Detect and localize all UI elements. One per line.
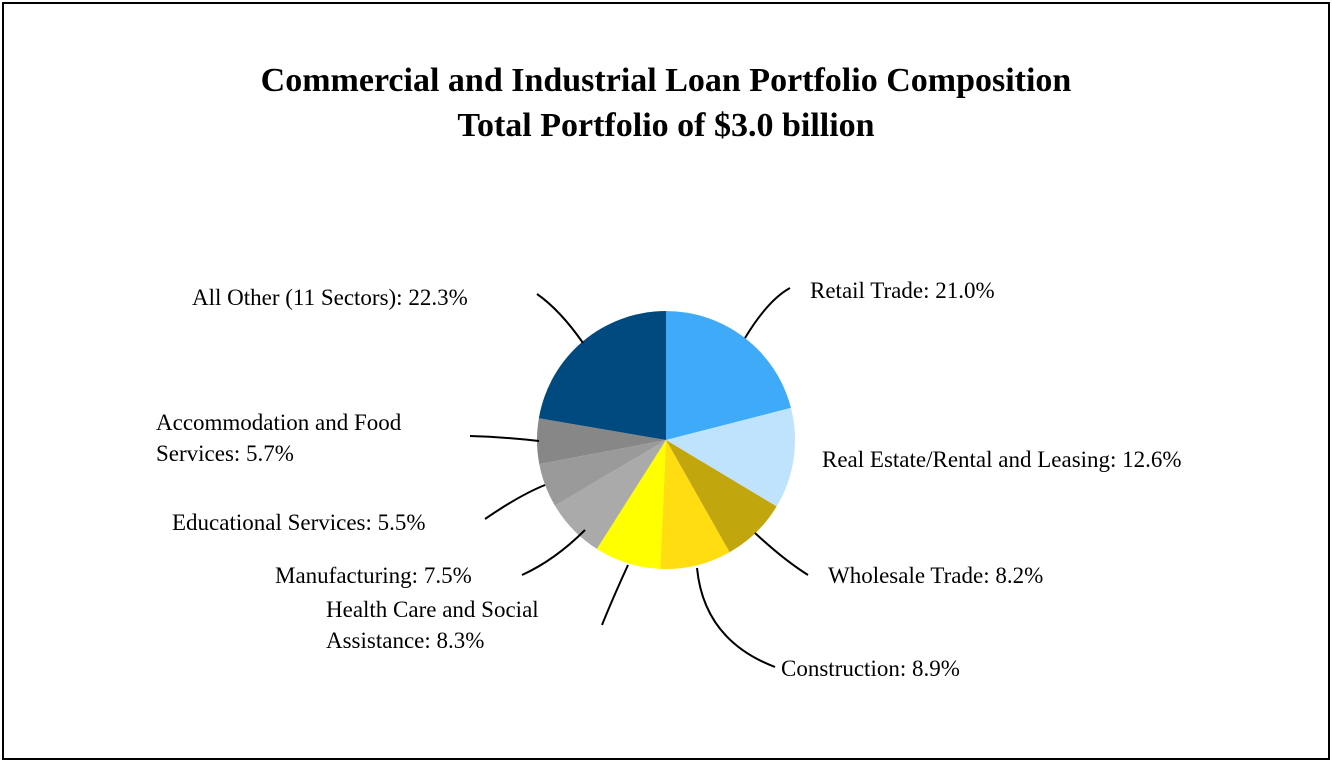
leader-line-9 (536, 293, 584, 344)
leader-line-8 (469, 435, 540, 442)
pie-slice-8 (536, 418, 666, 465)
pie-slice-1 (666, 311, 791, 440)
leader-line-7 (484, 484, 546, 520)
leader-line-1 (744, 287, 791, 339)
pie-slice-4 (660, 440, 730, 570)
pie-slice-5 (596, 440, 666, 569)
leader-line-6 (521, 529, 586, 576)
chart-subtitle: Total Portfolio of $3.0 billion (457, 107, 875, 144)
chart-title: Commercial and Industrial Loan Portfolio… (260, 62, 1072, 99)
slice-label-6: Manufacturing: 7.5% (275, 563, 472, 588)
leader-line-4 (696, 567, 776, 668)
slice-label-2: Real Estate/Rental and Leasing: 12.6% (822, 447, 1182, 472)
pie-slice-6 (554, 440, 666, 549)
slice-label-5: Health Care and Social Assistance: 8.3% (326, 597, 539, 653)
pie-slice-3 (666, 440, 777, 553)
pie-slice-2 (666, 407, 796, 507)
slice-label-4: Construction: 8.9% (781, 656, 960, 681)
leader-line-3 (754, 532, 809, 576)
pie-slice-9 (538, 311, 666, 440)
slice-label-1: Retail Trade: 21.0% (810, 278, 995, 303)
pie-slice-7 (539, 440, 666, 506)
slice-label-7: Educational Services: 5.5% (172, 510, 426, 535)
leader-line-5 (601, 564, 629, 626)
slice-label-8: Accommodation and Food Services: 5.7% (156, 410, 402, 466)
slice-label-9: All Other (11 Sectors): 22.3% (192, 285, 468, 310)
slice-label-3: Wholesale Trade: 8.2% (828, 563, 1043, 588)
